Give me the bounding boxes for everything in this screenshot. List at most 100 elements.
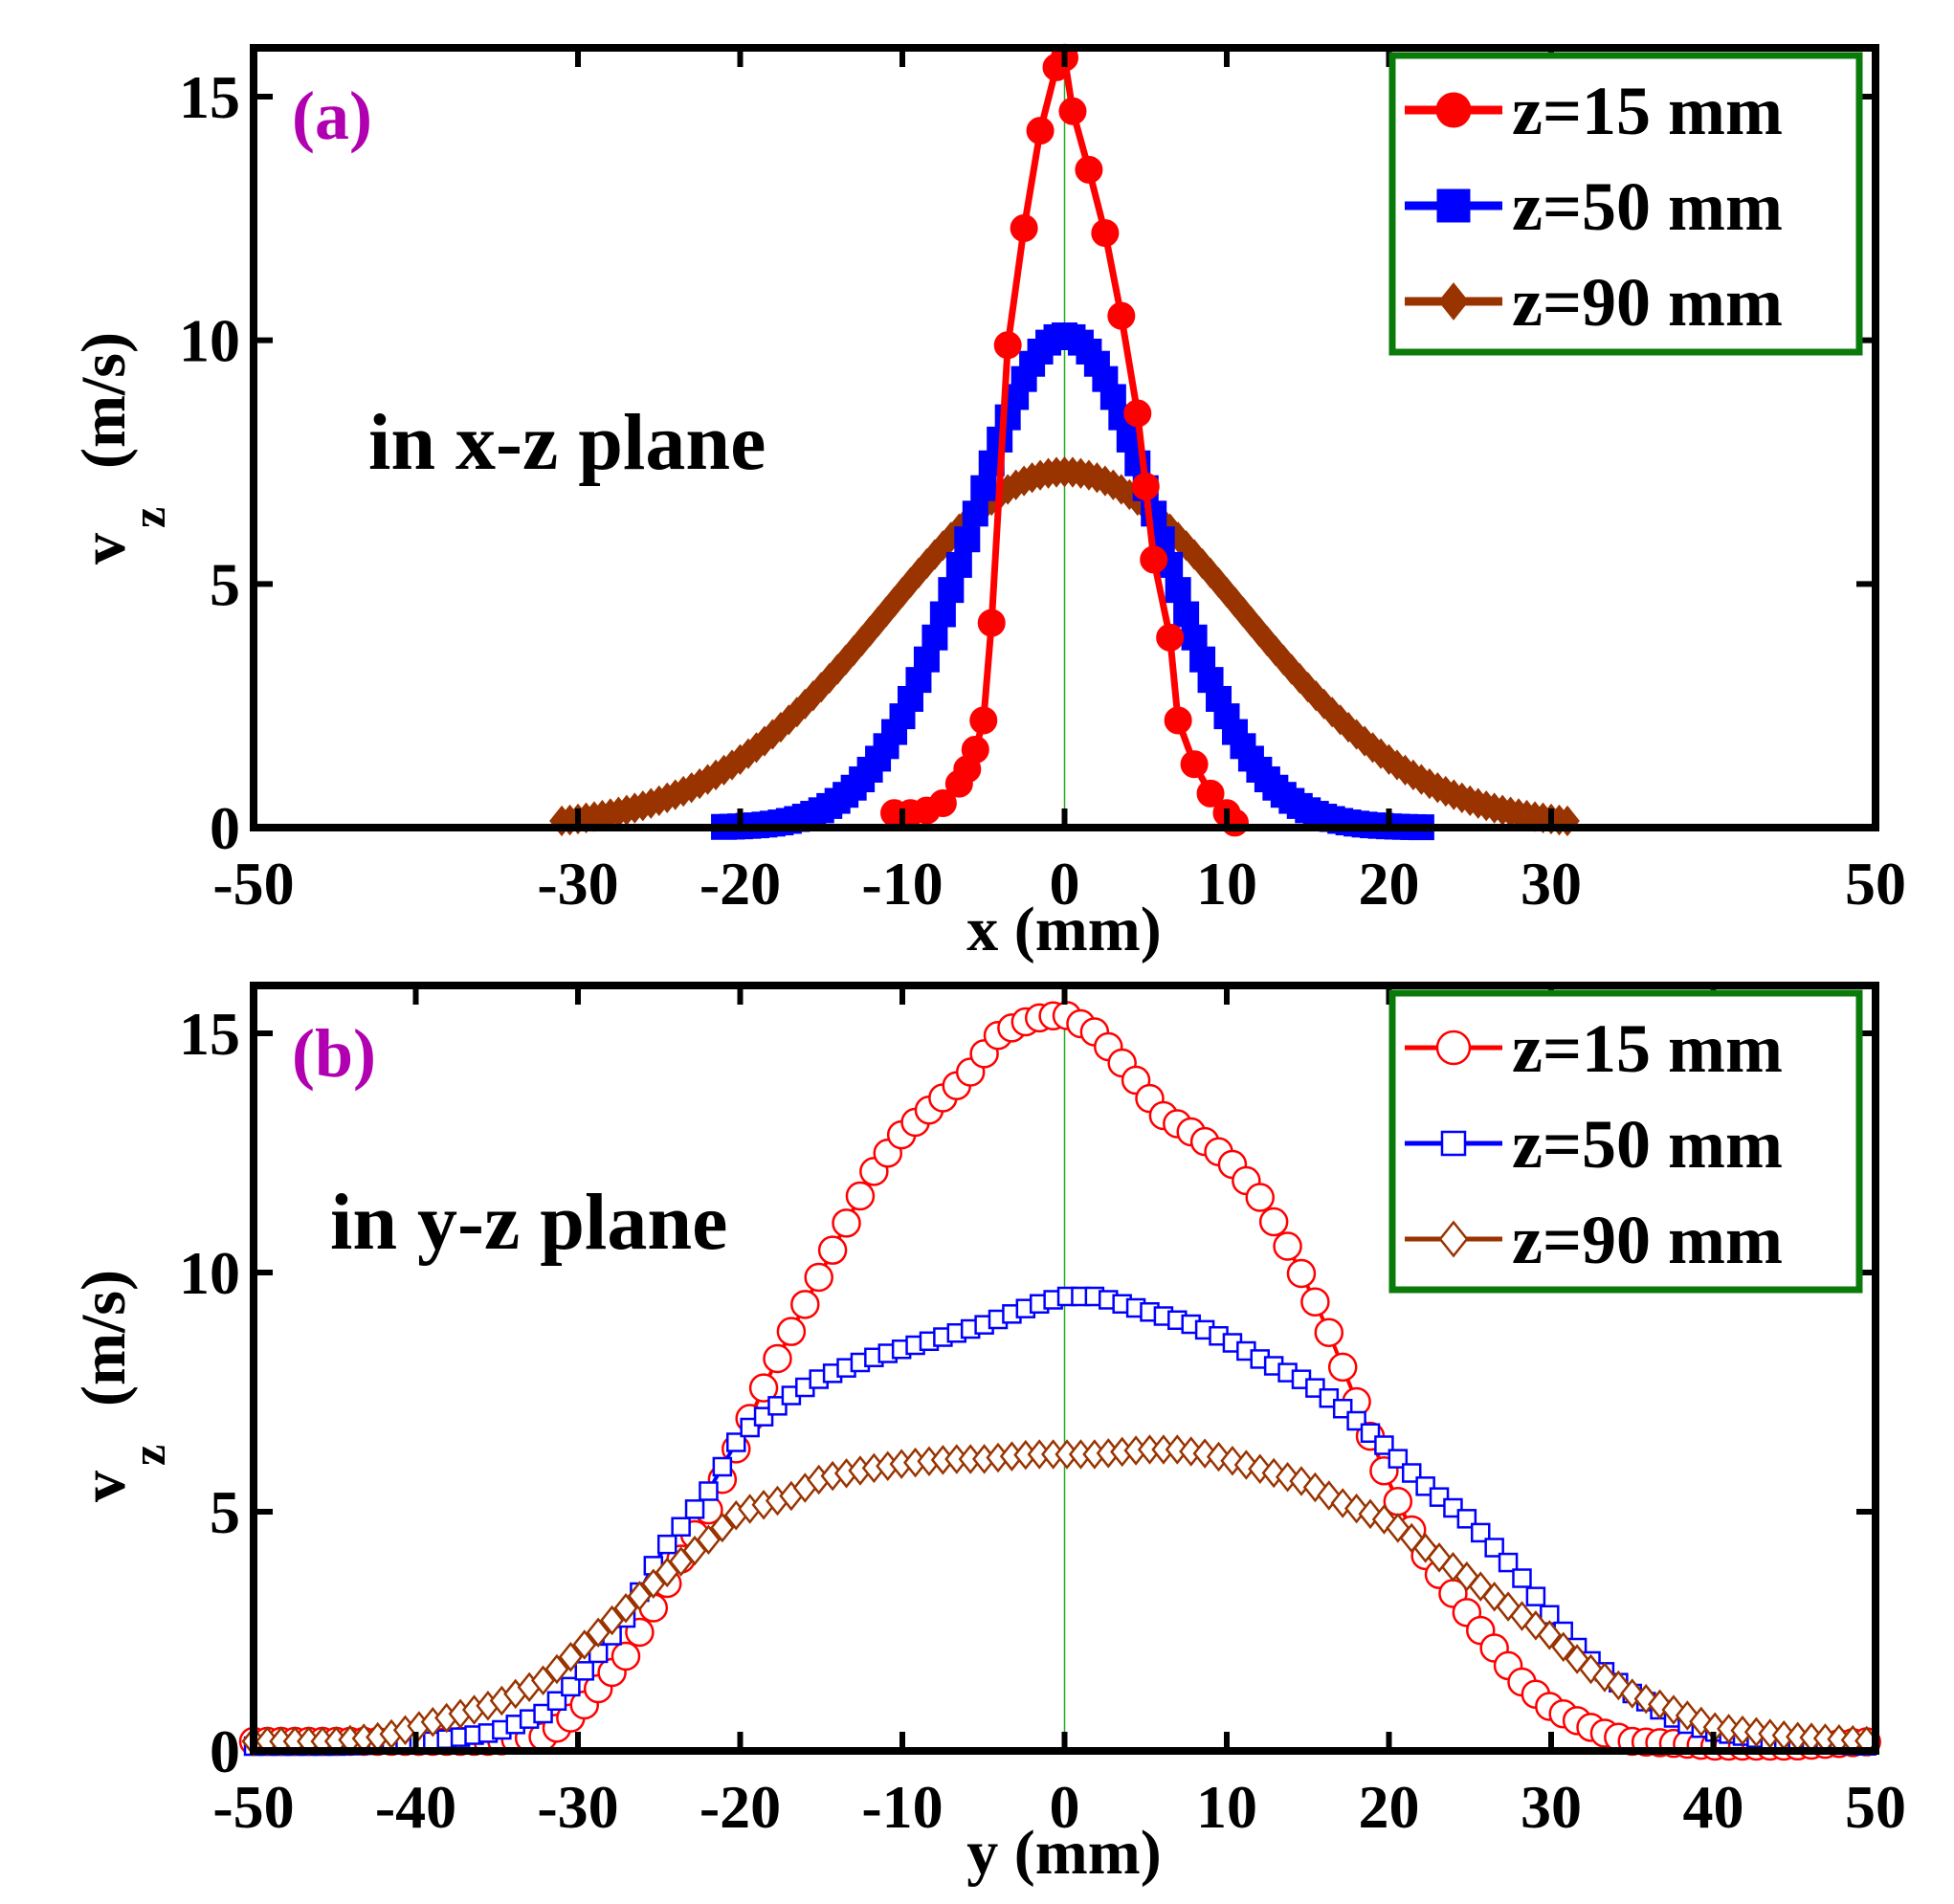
marker-z15-b-73 [1245,1183,1275,1212]
marker-z15-b-44 [845,1181,876,1211]
marker-z15-a-22 [1164,706,1192,735]
marker-z15-b-40 [790,1290,820,1319]
marker-z15-a-9 [993,331,1022,360]
y-axis-label-main-b: v [69,1471,139,1502]
marker-z15-b-77 [1300,1287,1330,1317]
x-tick-label-a-4: 0 [1050,850,1080,918]
plot-frame-b [250,982,1879,1755]
legend-a: z=15 mm z=50 mm z=90 mm [1388,52,1863,356]
marker-z15-b-79 [1327,1352,1358,1383]
marker-z15-b-43 [832,1208,861,1238]
marker-z15-a-11 [1026,117,1055,145]
x-tick-label-a-0: -50 [212,850,294,918]
series-z50-a [711,322,1434,841]
x-tick-label-b-0: -50 [212,1773,294,1841]
x-tick-label-b-2: -30 [537,1773,618,1841]
marker-z50-a-29 [945,551,972,578]
marker-z50-b-22 [546,1691,567,1711]
marker-z90-b-34 [710,1512,735,1543]
marker-z15-a-18 [1123,399,1152,428]
y-tick-label-b-0: 0 [210,1717,240,1785]
marker-z15-a-19 [1131,472,1160,500]
marker-z50-b-32 [684,1499,705,1519]
legend-marker-z90-a [1438,282,1469,321]
marker-z15-a-7 [969,706,998,735]
marker-z90-b-28 [627,1581,653,1611]
y-axis-label-sub-b: z [122,1445,175,1466]
marker-z15-a-17 [1107,301,1136,330]
marker-z90-b-29 [641,1568,666,1600]
legend-items-b [1405,1029,1502,1258]
x-tick-label-b-3: -20 [699,1773,781,1841]
marker-z15-a-24 [1196,779,1225,808]
x-tick-label-a-5: 10 [1196,850,1257,918]
annotation-a: in x-z plane [368,398,766,487]
marker-z15-a-3 [928,789,957,818]
legend-marker-z15-a [1435,92,1472,128]
x-tick-label-a-2: -20 [699,850,781,918]
marker-z90-b-24 [572,1629,597,1660]
y-tick-label-a-0: 0 [210,794,240,862]
marker-z50-a-25 [913,646,940,673]
y-tick-label-a-1: 5 [210,550,240,618]
marker-z50-b-33 [699,1481,719,1501]
y-axis-label-unit-a: (m/s) [69,332,139,469]
marker-z90-b-27 [613,1592,638,1624]
x-tick-label-a-7: 30 [1521,850,1582,918]
marker-z50-a-56 [1165,577,1191,604]
marker-z15-a-14 [1058,97,1087,125]
marker-z50-a-27 [929,601,956,628]
x-axis-label-a: x (mm) [966,895,1161,964]
legend-marker-z90-b [1438,1220,1469,1258]
marker-z15-b-78 [1314,1317,1344,1347]
panel-b: -50 -40 -30 -20 -10 0 10 20 30 40 50 0 5 10 15 (b) in … [69,982,1906,1888]
legend-label-z15-b: z=15 mm [1512,1010,1783,1087]
legend-label-z15-a: z=15 mm [1512,73,1783,149]
marker-z90-b-21 [530,1665,556,1696]
marker-z15-b-27 [611,1641,641,1672]
x-axis-label-b: y (mm) [966,1818,1161,1888]
marker-z50-b-34 [712,1456,733,1477]
x-tick-label-b-1: -40 [375,1773,456,1841]
x-tick-label-a-1: -30 [537,850,618,918]
y-tick-label-b-2: 10 [179,1239,240,1307]
marker-z90-b-95 [1551,1631,1576,1663]
series-layer-b [238,1001,1881,1761]
marker-z15-a-20 [1140,545,1168,574]
marker-z50-a-31 [962,500,988,527]
x-tick-label-b-9: 40 [1683,1773,1744,1841]
panel-label-b: (b) [292,1015,376,1092]
marker-z15-a-15 [1075,155,1103,184]
marker-z90-b-33 [696,1524,722,1556]
x-tick-label-b-10: 50 [1845,1773,1906,1841]
marker-z50-a-32 [970,475,997,501]
panel-label-a: (a) [292,77,372,154]
y-tick-label-b-3: 15 [179,1000,240,1068]
marker-z15-b-42 [817,1235,848,1265]
panel-a: -50 -30 -20 -10 0 10 20 30 50 0 5 10 15 (a) in x-z p… [69,43,1906,964]
x-tick-label-a-6: 20 [1359,850,1420,918]
marker-z50-b-89 [1471,1522,1491,1543]
marker-z15-b-37 [748,1373,779,1403]
marker-z15-a-6 [961,736,989,764]
marker-z50-b-90 [1484,1538,1504,1558]
marker-z15-a-8 [977,609,1006,637]
marker-z50-b-23 [561,1676,581,1697]
marker-z90-b-25 [586,1617,611,1649]
marker-z50-a-28 [938,577,965,604]
x-tick-label-b-8: 30 [1521,1773,1582,1841]
marker-z15-a-10 [1010,213,1038,242]
marker-z15-b-39 [776,1317,807,1346]
marker-z15-b-38 [763,1343,792,1374]
marker-z50-b-83 [1388,1449,1409,1469]
legend-label-z50-a: z=50 mm [1512,168,1783,245]
marker-z50-a-58 [1181,624,1208,651]
x-tick-label-b-4: -10 [861,1773,943,1841]
y-axis-label-sub-a: z [122,507,175,528]
marker-z90-b-26 [599,1605,625,1636]
y-tick-label-b-1: 5 [210,1478,240,1546]
marker-z15-a-21 [1156,623,1185,652]
marker-z15-b-75 [1273,1231,1302,1261]
annotation-b: in y-z plane [330,1178,727,1267]
marker-z50-b-35 [726,1432,746,1452]
